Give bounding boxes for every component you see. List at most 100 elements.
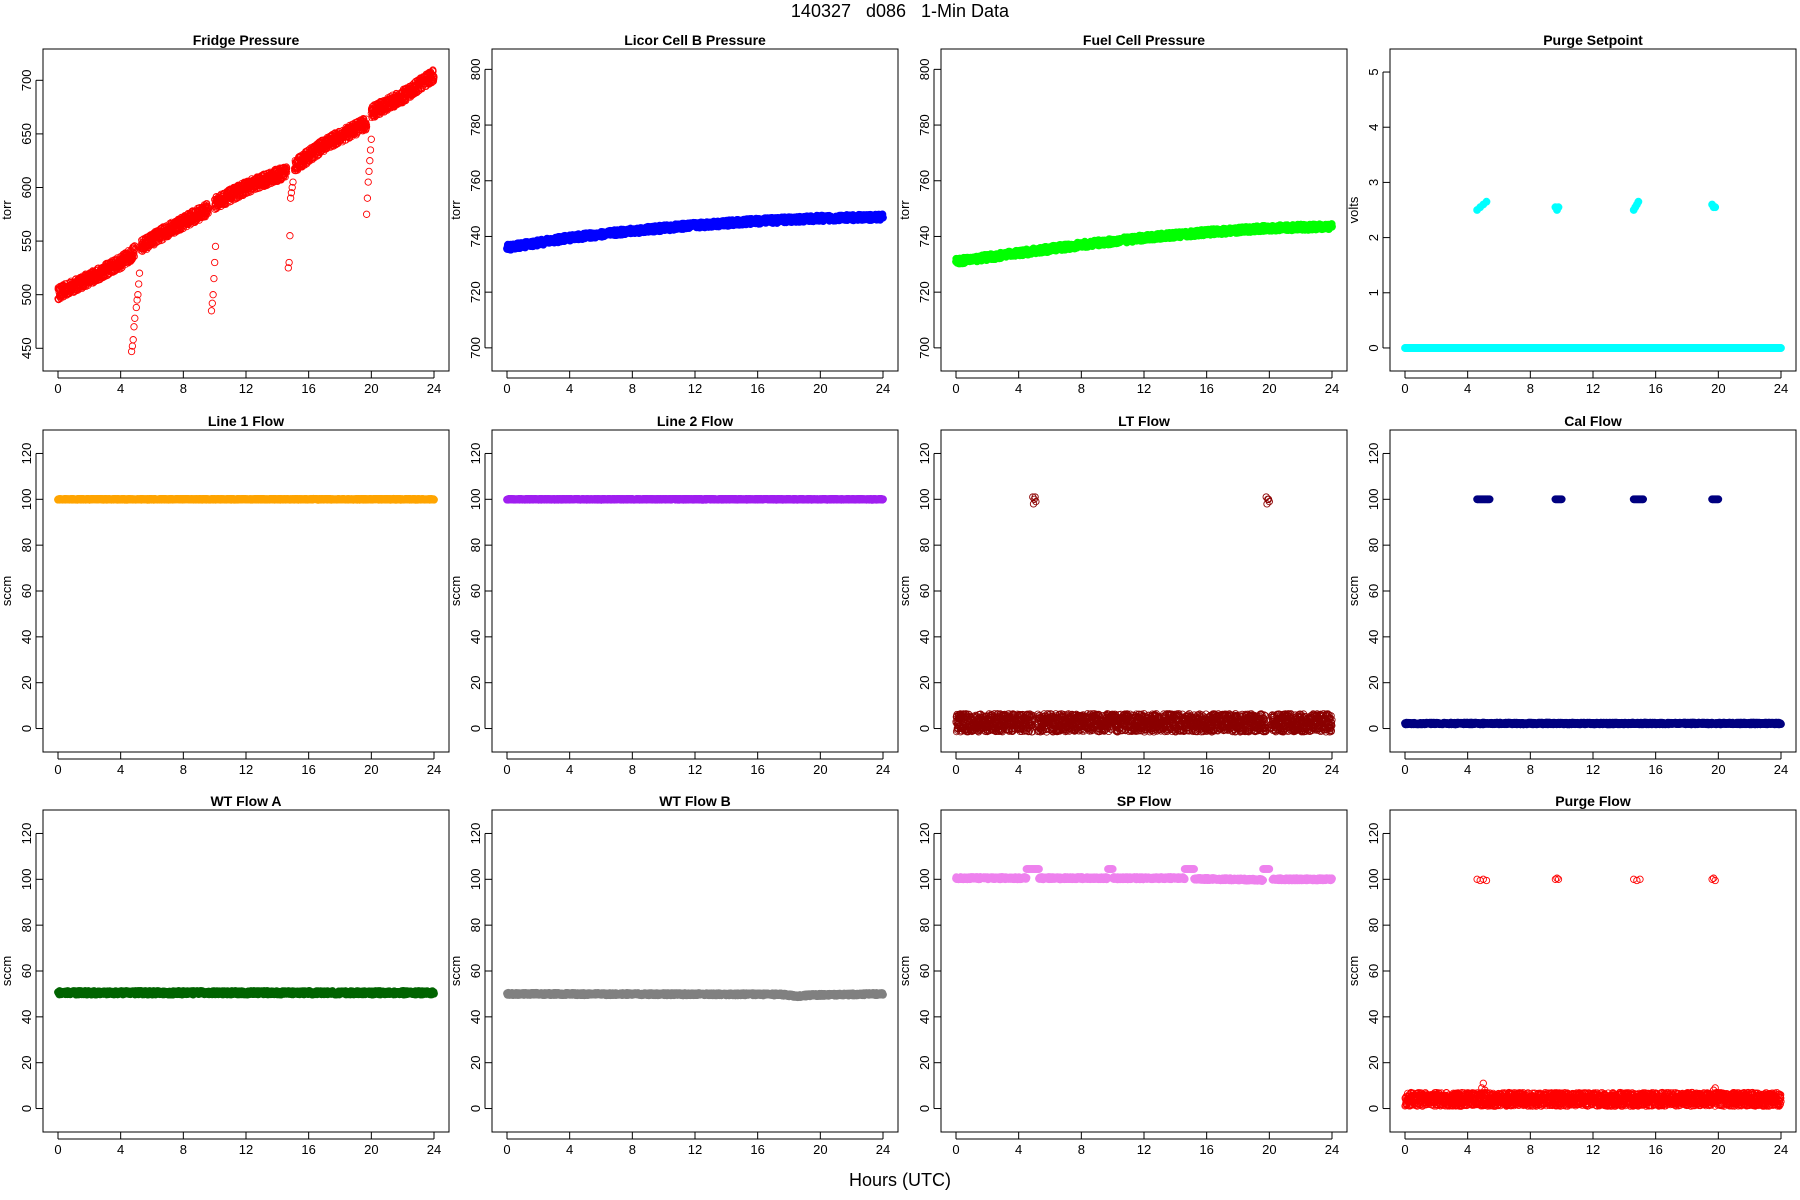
y-tick-label: 760 [917,170,932,192]
x-tick-label: 12 [239,381,253,396]
y-tick-label: 550 [19,230,34,252]
x-tick-label: 24 [1774,381,1788,396]
data-point [208,299,216,307]
x-tick-label: 0 [952,381,959,396]
data-point [131,314,139,322]
y-tick-label: 0 [1366,344,1381,351]
data-point [365,167,373,176]
data-point [367,135,375,143]
y-axis-label: torr [448,200,463,220]
y-tick-label: 600 [19,177,34,199]
data-point [210,274,218,283]
data-point [362,210,371,218]
panel-title: Purge Setpoint [1543,32,1643,48]
x-tick-label: 24 [1325,381,1339,396]
y-tick-label: 760 [468,170,483,192]
data-point [130,249,138,257]
y-tick-label: 700 [468,337,483,359]
data-points [1401,197,1785,352]
plot-frame [940,48,1348,372]
data-point [211,242,220,251]
y-tick-label: 5 [1366,68,1381,75]
y-tick-label: 2 [1366,234,1381,241]
y-tick-label: 740 [917,226,932,248]
x-tick-label: 8 [1078,381,1085,396]
y-tick-label: 800 [917,59,932,81]
y-tick-label: 740 [468,226,483,248]
y-tick-label: 700 [917,337,932,359]
data-point [207,307,216,315]
data-point [132,303,140,312]
data-points [503,210,887,254]
x-tick-label: 8 [1527,381,1534,396]
y-axis-label: torr [897,200,912,220]
x-tick-label: 16 [1648,381,1662,396]
data-point [130,252,138,260]
y-tick-label: 800 [468,59,483,81]
data-point [209,291,217,299]
y-tick-label: 1 [1366,289,1381,296]
data-point [211,258,219,267]
x-tick-label: 16 [1199,381,1213,396]
x-tick-label: 0 [503,381,510,396]
data-point [131,245,139,253]
y-axis-label: volts [1346,196,1361,223]
x-tick-label: 0 [1401,381,1408,396]
data-point [135,280,143,288]
y-tick-label: 450 [19,337,34,359]
x-tick-label: 20 [1262,381,1276,396]
data-point [150,241,158,249]
x-tick-label: 12 [1137,381,1151,396]
data-point [364,178,372,186]
data-point [129,336,137,344]
panel-0: Fridge Pressure 0 4 8 12 16 20 24 450 500 550 600 65… [0,32,450,396]
x-tick-label: 8 [180,381,187,396]
y-tick-label: 720 [468,281,483,303]
panel-2: Fuel Cell Pressure 0 4 8 12 16 20 24 700 720 740 76… [897,32,1348,396]
panel-title: Fuel Cell Pressure [1083,32,1205,48]
plot-frame [491,48,899,372]
y-tick-label: 3 [1366,179,1381,186]
data-point [130,323,138,331]
plot-frame [1389,48,1797,372]
data-point [286,232,294,240]
x-tick-label: 0 [54,381,61,396]
x-tick-label: 20 [1711,381,1725,396]
panel-title: Licor Cell B Pressure [624,32,766,48]
x-tick-label: 24 [427,381,441,396]
x-tick-label: 4 [1015,381,1022,396]
x-tick-label: 12 [688,381,702,396]
y-tick-label: 650 [19,123,34,145]
data-point [1328,222,1336,231]
data-point [363,194,372,202]
x-tick-label: 20 [364,381,378,396]
x-tick-label: 12 [1586,381,1600,396]
y-tick-label: 500 [19,284,34,306]
y-tick-label: 780 [468,114,483,136]
data-point [135,269,144,277]
panel-title: Fridge Pressure [193,32,300,48]
y-tick-label: 720 [917,281,932,303]
x-tick-label: 20 [813,381,827,396]
x-tick-label: 4 [566,381,573,396]
data-point [366,157,374,165]
panel-1: Licor Cell B Pressure 0 4 8 12 16 20 24 700 720 74… [448,32,899,396]
data-points [952,220,1336,268]
figure-title: 140327 d086 1-Min Data [790,1,1010,21]
x-tick-label: 8 [629,381,636,396]
x-tick-label: 4 [117,381,124,396]
data-points [54,66,438,356]
data-point [366,146,375,154]
y-axis-label: torr [0,200,14,220]
x-tick-label: 16 [750,381,764,396]
y-tick-label: 700 [19,69,34,91]
data-point [879,213,887,222]
y-tick-label: 4 [1366,124,1381,131]
x-tick-label: 4 [1464,381,1471,396]
x-tick-label: 24 [876,381,890,396]
y-tick-label: 780 [917,114,932,136]
x-tick-label: 16 [301,381,315,396]
